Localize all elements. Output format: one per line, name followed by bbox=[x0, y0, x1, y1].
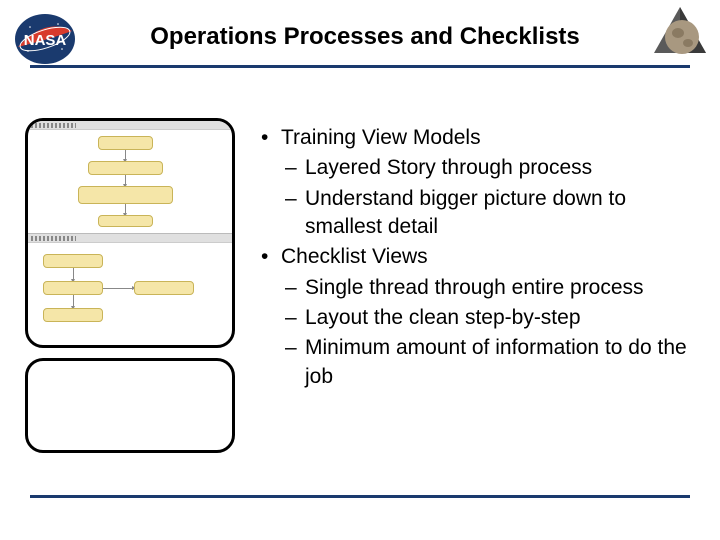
slide-content: Training View Models Layered Story throu… bbox=[0, 68, 720, 473]
diagram-pane-2 bbox=[28, 234, 232, 346]
sub-bullet-item: Single thread through entire process bbox=[281, 274, 695, 302]
sub-bullet-item: Understand bigger picture down to smalle… bbox=[281, 185, 695, 242]
sub-bullet-item: Layout the clean step-by-step bbox=[281, 304, 695, 332]
sub-bullet-item: Minimum amount of information to do the … bbox=[281, 334, 695, 391]
sub-bullet-item: Layered Story through process bbox=[281, 154, 695, 182]
bullet-item: Training View Models Layered Story throu… bbox=[255, 124, 695, 241]
bullet-text: Checklist Views bbox=[281, 245, 428, 268]
flowchart-thumbnail-bottom bbox=[25, 358, 235, 453]
footer-rule bbox=[30, 495, 690, 498]
svg-text:NASA: NASA bbox=[24, 32, 67, 49]
flowchart-thumbnail-top bbox=[25, 118, 235, 348]
nasa-logo-icon: NASA bbox=[10, 9, 80, 64]
bullet-item: Checklist Views Single thread through en… bbox=[255, 243, 695, 391]
planet-badge-icon bbox=[650, 5, 710, 60]
thumbnail-column bbox=[25, 118, 235, 453]
diagram-pane-1 bbox=[28, 121, 232, 234]
bullet-list: Training View Models Layered Story throu… bbox=[255, 124, 695, 391]
bullet-text: Training View Models bbox=[281, 126, 481, 149]
bullet-column: Training View Models Layered Story throu… bbox=[255, 118, 695, 453]
slide-header: NASA Operations Processes and Checklists bbox=[0, 0, 720, 65]
slide-title: Operations Processes and Checklists bbox=[80, 23, 710, 51]
